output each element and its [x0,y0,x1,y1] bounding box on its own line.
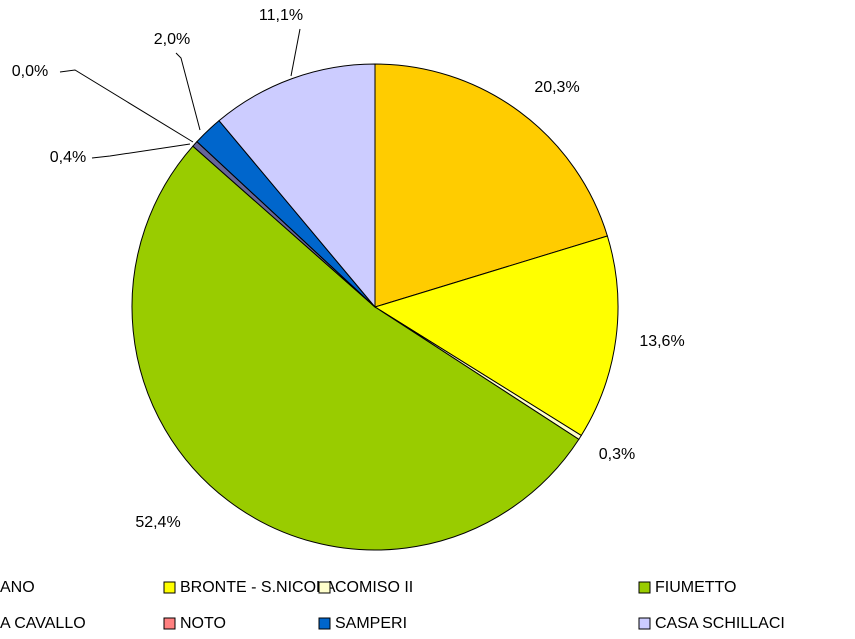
data-label: 11,1% [259,7,303,24]
data-label: 20,3% [534,79,579,96]
legend-label: COMISO II [335,579,413,596]
legend-label: ANO [0,579,35,596]
legend-label: A CAVALLO [0,615,86,632]
legend-label: FIUMETTO [655,579,736,596]
data-label: 0,3% [599,446,635,463]
leader-line [290,28,301,77]
legend-label: NOTO [180,615,226,632]
pie-slice [218,63,376,309]
pie-slice [373,235,619,437]
leader-line [91,143,191,159]
leader-line [175,52,201,131]
legend-label: CASA SCHILLACI [655,615,785,632]
legend-swatch [318,581,331,594]
legend-swatch [638,581,651,594]
data-label: 0,0% [12,63,48,80]
legend-swatch [638,617,651,630]
data-label: 52,4% [135,514,180,531]
legend-swatch [318,617,331,630]
leader-line [59,69,194,143]
pie-slice [131,145,580,551]
legend-label: BRONTE - S.NICOLA [180,579,336,596]
data-label: 2,0% [154,31,190,48]
legend-label: SAMPERI [335,615,407,632]
data-label: 0,4% [50,149,86,166]
pie-slice [374,63,609,308]
legend-swatch [163,581,176,594]
data-label: 13,6% [639,333,684,350]
legend-swatch [163,617,176,630]
